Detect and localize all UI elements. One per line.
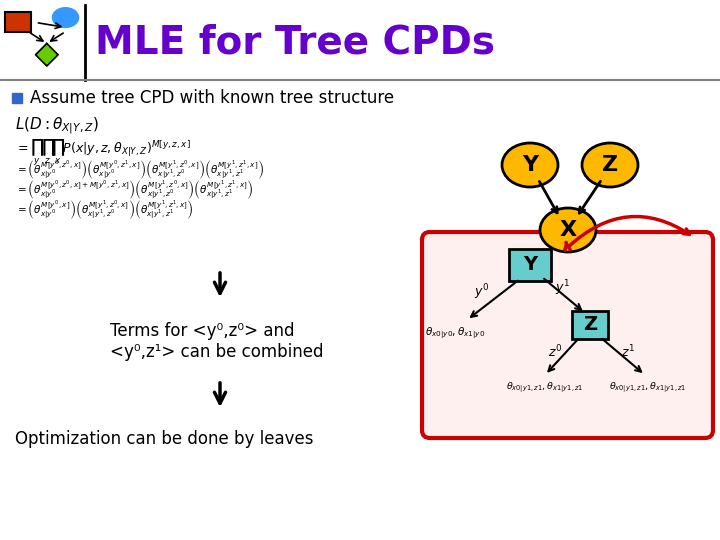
Text: Z: Z (583, 315, 597, 334)
Text: Terms for <y⁰,z⁰> and
<y⁰,z¹> can be combined: Terms for <y⁰,z⁰> and <y⁰,z¹> can be com… (110, 322, 323, 361)
Ellipse shape (540, 208, 596, 252)
Text: $=\left(\theta_{x|y^0}^{M[y^0,z^0,x]}\right)\left(\theta_{x|y^0}^{M[y^0,z^1,x]}\: $=\left(\theta_{x|y^0}^{M[y^0,z^0,x]}\ri… (15, 158, 264, 181)
Text: $=\prod_y\prod_z\prod_x P(x|y,z,\theta_{X|Y,Z})^{M[y,z,x]}$: $=\prod_y\prod_z\prod_x P(x|y,z,\theta_{… (15, 138, 191, 168)
Text: $\theta_{x0|y1,z1},\theta_{x1|y1,z1}$: $\theta_{x0|y1,z1},\theta_{x1|y1,z1}$ (609, 381, 687, 395)
Polygon shape (35, 44, 58, 66)
Text: MLE for Tree CPDs: MLE for Tree CPDs (95, 24, 495, 62)
FancyBboxPatch shape (509, 249, 551, 281)
Text: Y: Y (523, 255, 537, 274)
Text: $L(D:\theta_{X|Y,Z})$: $L(D:\theta_{X|Y,Z})$ (15, 115, 99, 136)
Text: $y^0$: $y^0$ (474, 282, 490, 302)
Text: $=\left(\theta_{x|y^0}^{M[y^0,x]}\right)\left(\theta_{x|y^1,z^0}^{M[y^1,z^0,x]}\: $=\left(\theta_{x|y^0}^{M[y^0,x]}\right)… (15, 198, 194, 221)
Text: $y^1$: $y^1$ (556, 278, 570, 298)
Text: $z^1$: $z^1$ (621, 343, 635, 360)
Text: $z^0$: $z^0$ (548, 343, 562, 360)
Circle shape (53, 8, 78, 28)
Text: Z: Z (602, 155, 618, 175)
Ellipse shape (502, 143, 558, 187)
Text: $\theta_{x0|y0},\theta_{x1|y0}$: $\theta_{x0|y0},\theta_{x1|y0}$ (425, 325, 485, 341)
FancyBboxPatch shape (422, 232, 713, 438)
FancyBboxPatch shape (12, 93, 22, 103)
Text: $=\left(\theta_{x|y^0}^{M[y^0,z^0,x]+M[y^0,z^1,x]}\right)\left(\theta_{x|y^1,z^0: $=\left(\theta_{x|y^0}^{M[y^0,z^0,x]+M[y… (15, 178, 253, 201)
Text: Optimization can be done by leaves: Optimization can be done by leaves (15, 430, 313, 448)
Text: $\theta_{x0|y1,z1},\theta_{x1|y1,z1}$: $\theta_{x0|y1,z1},\theta_{x1|y1,z1}$ (506, 381, 584, 395)
Text: Y: Y (522, 155, 538, 175)
FancyBboxPatch shape (5, 12, 31, 31)
FancyBboxPatch shape (572, 311, 608, 339)
Text: Assume tree CPD with known tree structure: Assume tree CPD with known tree structur… (30, 89, 394, 107)
Text: X: X (559, 220, 577, 240)
Ellipse shape (582, 143, 638, 187)
